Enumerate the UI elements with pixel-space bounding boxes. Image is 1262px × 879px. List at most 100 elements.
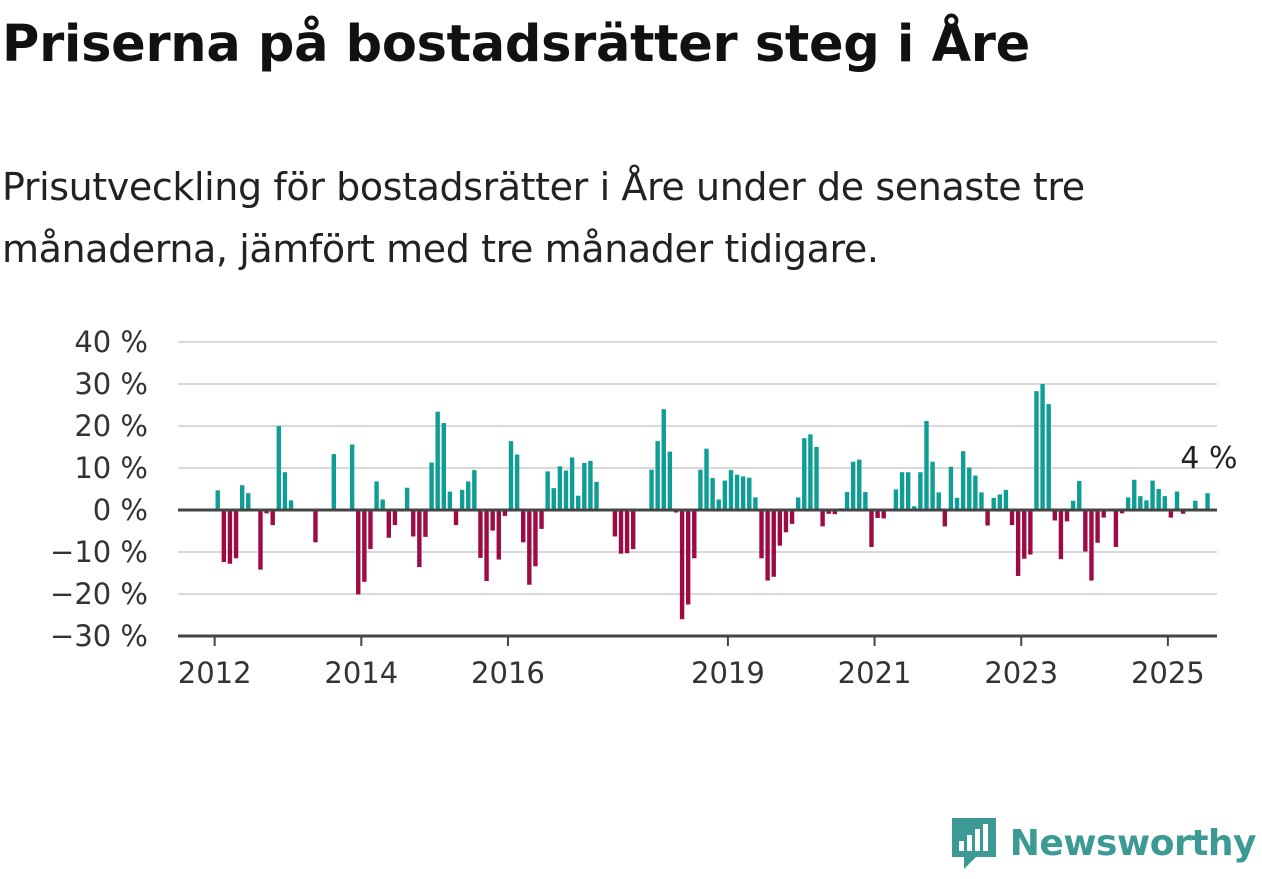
bar — [747, 477, 752, 510]
bar — [1022, 510, 1027, 559]
bar — [967, 467, 972, 510]
bar — [423, 510, 428, 537]
bar — [942, 510, 948, 527]
bar — [814, 447, 819, 510]
bar — [545, 471, 550, 510]
bar — [1034, 391, 1039, 510]
x-tick-label: 2016 — [471, 656, 545, 690]
bar — [441, 423, 446, 510]
bar — [1180, 510, 1186, 514]
bar — [771, 510, 776, 577]
bar — [1046, 404, 1051, 510]
bar — [386, 510, 391, 538]
bar — [392, 510, 398, 526]
bar — [246, 493, 251, 510]
bar — [759, 510, 764, 559]
bar — [826, 510, 831, 514]
bar — [936, 492, 941, 510]
bar — [802, 438, 807, 510]
bar — [435, 411, 440, 510]
x-tick-label: 2014 — [324, 656, 398, 690]
bar — [930, 461, 935, 510]
bar — [490, 510, 495, 531]
bar — [582, 462, 587, 510]
bar — [313, 510, 318, 543]
bar — [527, 510, 532, 585]
bar — [777, 510, 783, 546]
bar — [692, 510, 697, 559]
bar — [1132, 479, 1137, 510]
bar — [411, 510, 416, 537]
bar — [521, 510, 526, 543]
bar — [1156, 489, 1161, 510]
bar — [1113, 510, 1119, 547]
bar — [356, 510, 361, 595]
bar — [753, 497, 758, 510]
bar — [466, 481, 471, 510]
bar — [368, 510, 373, 550]
bar — [698, 469, 703, 510]
bar — [685, 510, 691, 605]
bar — [569, 457, 575, 510]
bar — [1083, 510, 1088, 552]
bar — [539, 510, 544, 529]
bar — [1070, 500, 1076, 510]
bar — [1101, 510, 1106, 518]
bar — [1095, 510, 1100, 543]
newsworthy-logo: Newsworthy — [948, 815, 1257, 871]
bar — [1077, 481, 1082, 510]
bar — [795, 497, 801, 510]
bar — [869, 510, 874, 547]
bar — [276, 426, 282, 510]
bar — [1162, 496, 1167, 510]
bar — [661, 409, 666, 510]
axes — [178, 508, 1217, 638]
x-tick-label: 2021 — [838, 656, 912, 690]
bar — [679, 510, 685, 620]
bar — [557, 466, 563, 510]
bar — [239, 485, 245, 510]
bar — [1052, 510, 1057, 521]
bar — [1119, 510, 1125, 514]
y-tick-label: 0 % — [93, 493, 148, 527]
bar — [948, 466, 954, 510]
bar — [722, 480, 728, 510]
bar — [918, 472, 923, 510]
bar — [502, 510, 508, 516]
bar — [362, 510, 367, 582]
bar — [820, 510, 825, 527]
bar — [576, 495, 581, 510]
bar — [221, 510, 227, 563]
bar — [612, 510, 618, 537]
bar — [264, 510, 269, 514]
bar — [1089, 510, 1094, 581]
bar — [881, 510, 886, 519]
bar — [227, 510, 233, 564]
bar — [973, 475, 978, 510]
bar — [508, 441, 514, 510]
bar — [417, 510, 422, 568]
bar — [447, 491, 453, 510]
bar — [496, 510, 501, 560]
bar — [789, 510, 795, 524]
bar — [1193, 500, 1198, 510]
bar — [1174, 491, 1180, 510]
bar — [832, 510, 838, 515]
x-axis-ticks: 2012 2014 2016 2019 2021 2023 2025 — [178, 636, 1205, 690]
bar — [282, 472, 288, 510]
bar — [453, 510, 459, 526]
bar — [1009, 510, 1015, 526]
bar — [459, 489, 465, 510]
x-tick-label: 2012 — [178, 656, 252, 690]
bar — [1125, 497, 1131, 510]
bar — [857, 459, 862, 510]
bar — [667, 451, 673, 510]
bar — [1040, 384, 1045, 510]
y-axis-ticks: 40 % 30 % 20 % 10 % 0 % −10 % −20 % −30 % — [50, 325, 148, 653]
bar — [899, 472, 905, 510]
bar — [1064, 510, 1070, 522]
bar — [875, 510, 880, 518]
bar — [924, 420, 929, 510]
bar — [655, 441, 660, 510]
x-tick-label: 2025 — [1131, 656, 1205, 690]
